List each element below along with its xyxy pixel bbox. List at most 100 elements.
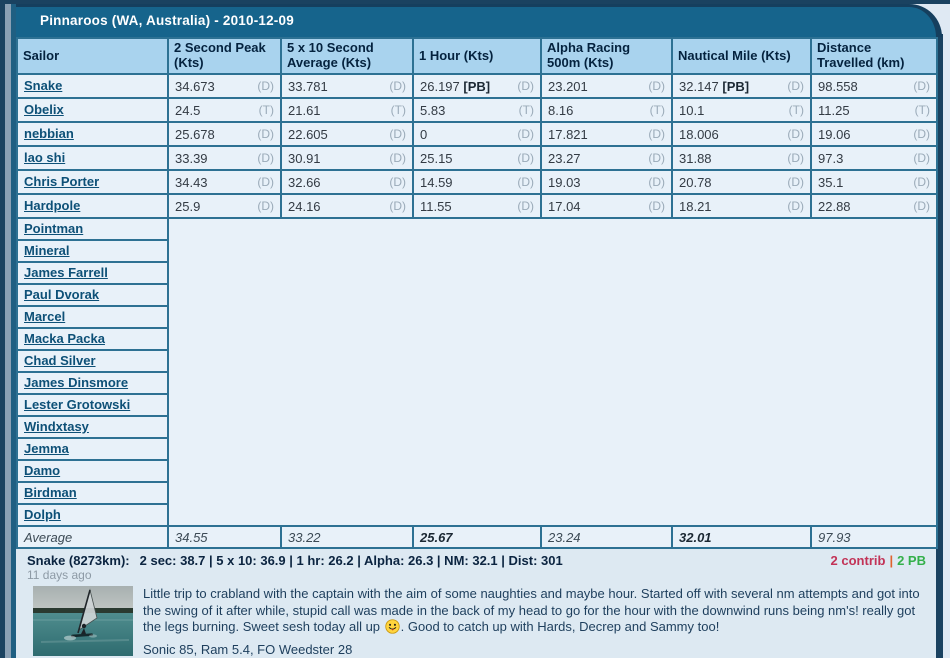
sailor-link[interactable]: nebbian <box>24 126 74 141</box>
session-comment: Little trip to crabland with the captain… <box>143 586 930 658</box>
table-row: Mineral <box>16 239 937 263</box>
value-cell: 11.25 (T) <box>810 97 938 123</box>
source-marker: (D) <box>648 79 665 93</box>
sailor-link[interactable]: Paul Dvorak <box>24 287 100 302</box>
table-row: Jemma <box>16 437 937 461</box>
table-row: Obelix 24.5 (T) 21.61 (T) 5.83 (T) 8.16 (T) 10.1(… <box>16 97 938 123</box>
average-label: Average <box>16 525 169 549</box>
value-cell: 19.03 (D) <box>540 169 673 195</box>
source-marker: (D) <box>913 127 930 141</box>
value-cell: 21.61 (T) <box>280 97 414 123</box>
comment-text: Little trip to crabland with the captain… <box>143 586 930 636</box>
sailor-link[interactable]: Obelix <box>24 102 64 117</box>
value-cell: 24.16 (D) <box>280 193 414 219</box>
source-marker: (D) <box>913 175 930 189</box>
source-marker: (D) <box>913 79 930 93</box>
column-header: Alpha Racing 500m (Kts) <box>540 37 673 75</box>
value-cell: 10.1 (T) <box>671 97 812 123</box>
sailor-link[interactable]: Dolph <box>24 507 61 522</box>
sailor-cell: Damo <box>16 459 169 483</box>
table-row: Chad Silver <box>16 349 937 373</box>
table-row: Birdman <box>16 481 937 505</box>
value-cell: 14.59 (D) <box>412 169 542 195</box>
contrib-pb-separator: | <box>889 553 894 568</box>
sailor-cell: Macka Packa <box>16 327 169 351</box>
source-marker: (D) <box>648 127 665 141</box>
source-marker: (D) <box>389 199 406 213</box>
summary-sailor-name: Snake (8273km): <box>27 553 130 568</box>
pb-link[interactable]: 2 PB <box>897 553 926 568</box>
average-row: Average 34.55 33.22 25.67 23.24 32.01 97.93 <box>16 525 938 549</box>
sailor-link[interactable]: Birdman <box>24 485 77 500</box>
source-marker: (D) <box>389 151 406 165</box>
tongue-out-smiley-icon <box>384 619 400 634</box>
sailor-link[interactable]: Chad Silver <box>24 353 96 368</box>
value-cell: 26.197 [PB] (D) <box>412 73 542 99</box>
sailor-link[interactable]: James Dinsmore <box>24 375 129 390</box>
table-row: Macka Packa <box>16 327 937 351</box>
sailor-link[interactable]: Lester Grotowski <box>24 397 131 412</box>
source-marker: (D) <box>257 175 274 189</box>
source-marker: (D) <box>389 127 406 141</box>
sailor-link[interactable]: Hardpole <box>24 198 81 213</box>
average-value: 32.01 <box>671 525 812 549</box>
value-cell: 30.91 (D) <box>280 145 414 171</box>
comment-part2: . Good to catch up with Hards, Decrep an… <box>400 619 720 635</box>
sailor-link[interactable]: Jemma <box>24 441 69 456</box>
sailor-cell: Paul Dvorak <box>16 283 169 307</box>
sailor-cell: Chris Porter <box>16 169 169 195</box>
contrib-link[interactable]: 2 contrib <box>830 553 886 568</box>
sailor-cell: Windxtasy <box>16 415 169 439</box>
session-photo[interactable] <box>33 586 133 656</box>
sailor-cell: lao shi <box>16 145 169 171</box>
value-cell: 20.78 (D) <box>671 169 812 195</box>
average-value: 25.67 <box>412 525 542 549</box>
source-marker: (T) <box>518 103 534 117</box>
sailor-link[interactable]: Marcel <box>24 309 66 324</box>
column-header: Nautical Mile (Kts) <box>671 37 812 75</box>
value-cell: 32.147 [PB] (D) <box>671 73 812 99</box>
column-header: Sailor <box>16 37 169 75</box>
value-cell: 22.605 (D) <box>280 121 414 147</box>
value-cell: 33.39 (D) <box>167 145 282 171</box>
sailor-link[interactable]: Chris Porter <box>24 174 100 189</box>
value-cell: 18.006 (D) <box>671 121 812 147</box>
frame-left-inner-border <box>11 4 16 658</box>
sailor-link[interactable]: Windxtasy <box>24 419 89 434</box>
value-cell: 19.06 (D) <box>810 121 938 147</box>
frame-top-border <box>0 0 950 4</box>
value-cell: 11.55 (D) <box>412 193 542 219</box>
value-cell: 5.83 (T) <box>412 97 542 123</box>
sailor-link[interactable]: Mineral <box>24 243 70 258</box>
value-cell: 33.781 (D) <box>280 73 414 99</box>
header-row: Sailor 2 Second Peak (Kts) 5 x 10 Second A… <box>16 37 938 75</box>
average-value: 23.24 <box>540 525 673 549</box>
source-marker: (D) <box>787 151 804 165</box>
value-cell: 98.558 (D) <box>810 73 938 99</box>
sailor-link[interactable]: Snake <box>24 78 63 93</box>
source-marker: (D) <box>517 127 534 141</box>
source-marker: (D) <box>257 79 274 93</box>
sailor-cell: James Dinsmore <box>16 371 169 395</box>
sailor-link[interactable]: James Farrell <box>24 265 108 280</box>
value-cell: 35.1 (D) <box>810 169 938 195</box>
sailor-link[interactable]: Macka Packa <box>24 331 105 346</box>
page-title: Pinnaroos (WA, Australia) - 2010-12-09 <box>16 4 942 37</box>
sailor-link[interactable]: lao shi <box>24 150 66 165</box>
source-marker: (D) <box>913 151 930 165</box>
table-row: Windxtasy <box>16 415 937 439</box>
source-marker: (D) <box>787 127 804 141</box>
sailor-link[interactable]: Damo <box>24 463 61 478</box>
sailor-cell: Dolph <box>16 503 169 527</box>
sailor-cell: Pointman <box>16 217 169 241</box>
source-marker: (D) <box>517 175 534 189</box>
source-marker: (D) <box>517 79 534 93</box>
value-cell: 25.15 (D) <box>412 145 542 171</box>
source-marker: (D) <box>389 79 406 93</box>
source-marker: (T) <box>788 103 804 117</box>
sailor-link[interactable]: Pointman <box>24 221 84 236</box>
sailor-cell: Mineral <box>16 239 169 263</box>
sailor-cell: Snake <box>16 73 169 99</box>
table-row: Marcel <box>16 305 937 329</box>
value-cell: 25.678 (D) <box>167 121 282 147</box>
